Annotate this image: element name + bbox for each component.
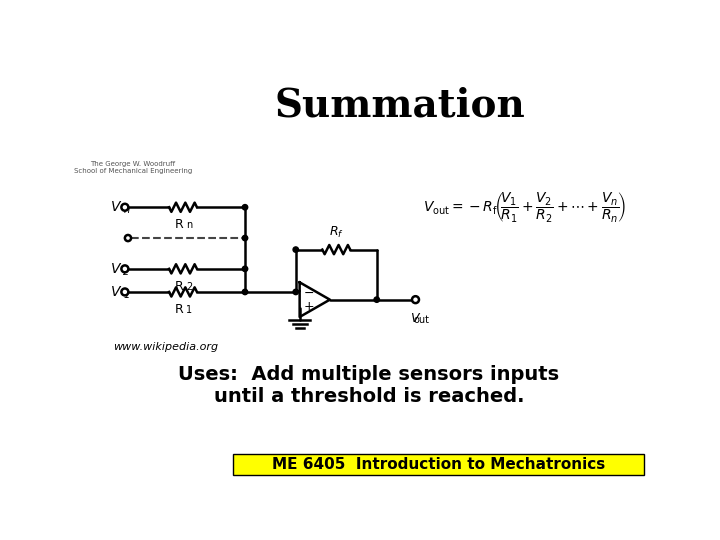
Circle shape — [122, 288, 128, 295]
Circle shape — [243, 266, 248, 272]
Text: ME 6405  Introduction to Mechatronics: ME 6405 Introduction to Mechatronics — [272, 457, 606, 472]
Text: Summation: Summation — [274, 86, 526, 124]
Circle shape — [122, 204, 128, 211]
Text: 1: 1 — [123, 290, 130, 300]
Circle shape — [243, 205, 248, 210]
Circle shape — [122, 265, 128, 272]
Text: $V_{\rm out} = -R_{\rm f}\!\left(\!\dfrac{V_1}{R_1}+\dfrac{V_2}{R_2}+\cdots+\dfr: $V_{\rm out} = -R_{\rm f}\!\left(\!\dfra… — [423, 190, 625, 224]
Text: 1: 1 — [186, 305, 192, 315]
Text: V: V — [111, 262, 120, 276]
Text: 2: 2 — [186, 282, 192, 292]
Circle shape — [125, 235, 131, 241]
Circle shape — [374, 297, 379, 302]
Text: V: V — [410, 312, 418, 325]
Text: n: n — [123, 205, 130, 215]
Text: −: − — [304, 287, 314, 300]
Text: R: R — [174, 218, 183, 231]
Circle shape — [293, 289, 299, 295]
Text: www.wikipedia.org: www.wikipedia.org — [113, 342, 218, 352]
Circle shape — [243, 235, 248, 241]
Text: $R_f$: $R_f$ — [329, 225, 343, 240]
Text: V: V — [111, 200, 120, 214]
Text: R: R — [174, 280, 183, 293]
Text: V: V — [111, 285, 120, 299]
Text: 2: 2 — [123, 267, 130, 277]
Text: out: out — [414, 315, 430, 325]
Circle shape — [243, 289, 248, 295]
Text: The George W. Woodruff
School of Mechanical Engineering: The George W. Woodruff School of Mechani… — [73, 161, 192, 174]
Circle shape — [293, 247, 299, 252]
Text: n: n — [186, 220, 192, 231]
Text: Uses:  Add multiple sensors inputs
until a threshold is reached.: Uses: Add multiple sensors inputs until … — [179, 365, 559, 406]
Text: +: + — [304, 300, 314, 313]
Text: R: R — [174, 303, 183, 316]
Circle shape — [412, 296, 419, 303]
Bar — [233, 454, 644, 475]
